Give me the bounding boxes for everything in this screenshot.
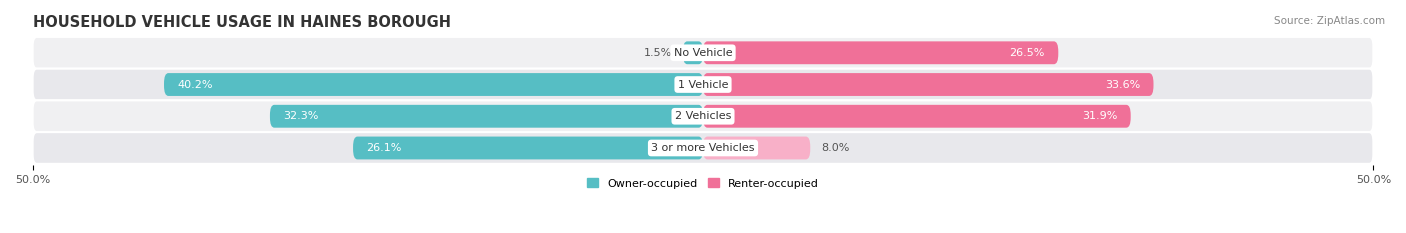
Text: 40.2%: 40.2% [177,79,212,89]
Text: 3 or more Vehicles: 3 or more Vehicles [651,143,755,153]
Text: 1.5%: 1.5% [644,48,672,58]
Legend: Owner-occupied, Renter-occupied: Owner-occupied, Renter-occupied [586,178,820,188]
Text: No Vehicle: No Vehicle [673,48,733,58]
FancyBboxPatch shape [683,41,703,64]
FancyBboxPatch shape [703,41,1059,64]
FancyBboxPatch shape [32,37,1374,69]
Text: 26.1%: 26.1% [367,143,402,153]
Text: 2 Vehicles: 2 Vehicles [675,111,731,121]
Text: HOUSEHOLD VEHICLE USAGE IN HAINES BOROUGH: HOUSEHOLD VEHICLE USAGE IN HAINES BOROUG… [32,15,451,30]
Text: 1 Vehicle: 1 Vehicle [678,79,728,89]
Text: Source: ZipAtlas.com: Source: ZipAtlas.com [1274,16,1385,26]
FancyBboxPatch shape [703,73,1153,96]
FancyBboxPatch shape [32,69,1374,100]
Text: 33.6%: 33.6% [1105,79,1140,89]
FancyBboxPatch shape [32,132,1374,164]
FancyBboxPatch shape [703,105,1130,128]
FancyBboxPatch shape [32,100,1374,132]
FancyBboxPatch shape [270,105,703,128]
Text: 26.5%: 26.5% [1010,48,1045,58]
Text: 31.9%: 31.9% [1081,111,1118,121]
Text: 32.3%: 32.3% [284,111,319,121]
FancyBboxPatch shape [703,137,810,159]
FancyBboxPatch shape [353,137,703,159]
Text: 8.0%: 8.0% [821,143,849,153]
FancyBboxPatch shape [165,73,703,96]
